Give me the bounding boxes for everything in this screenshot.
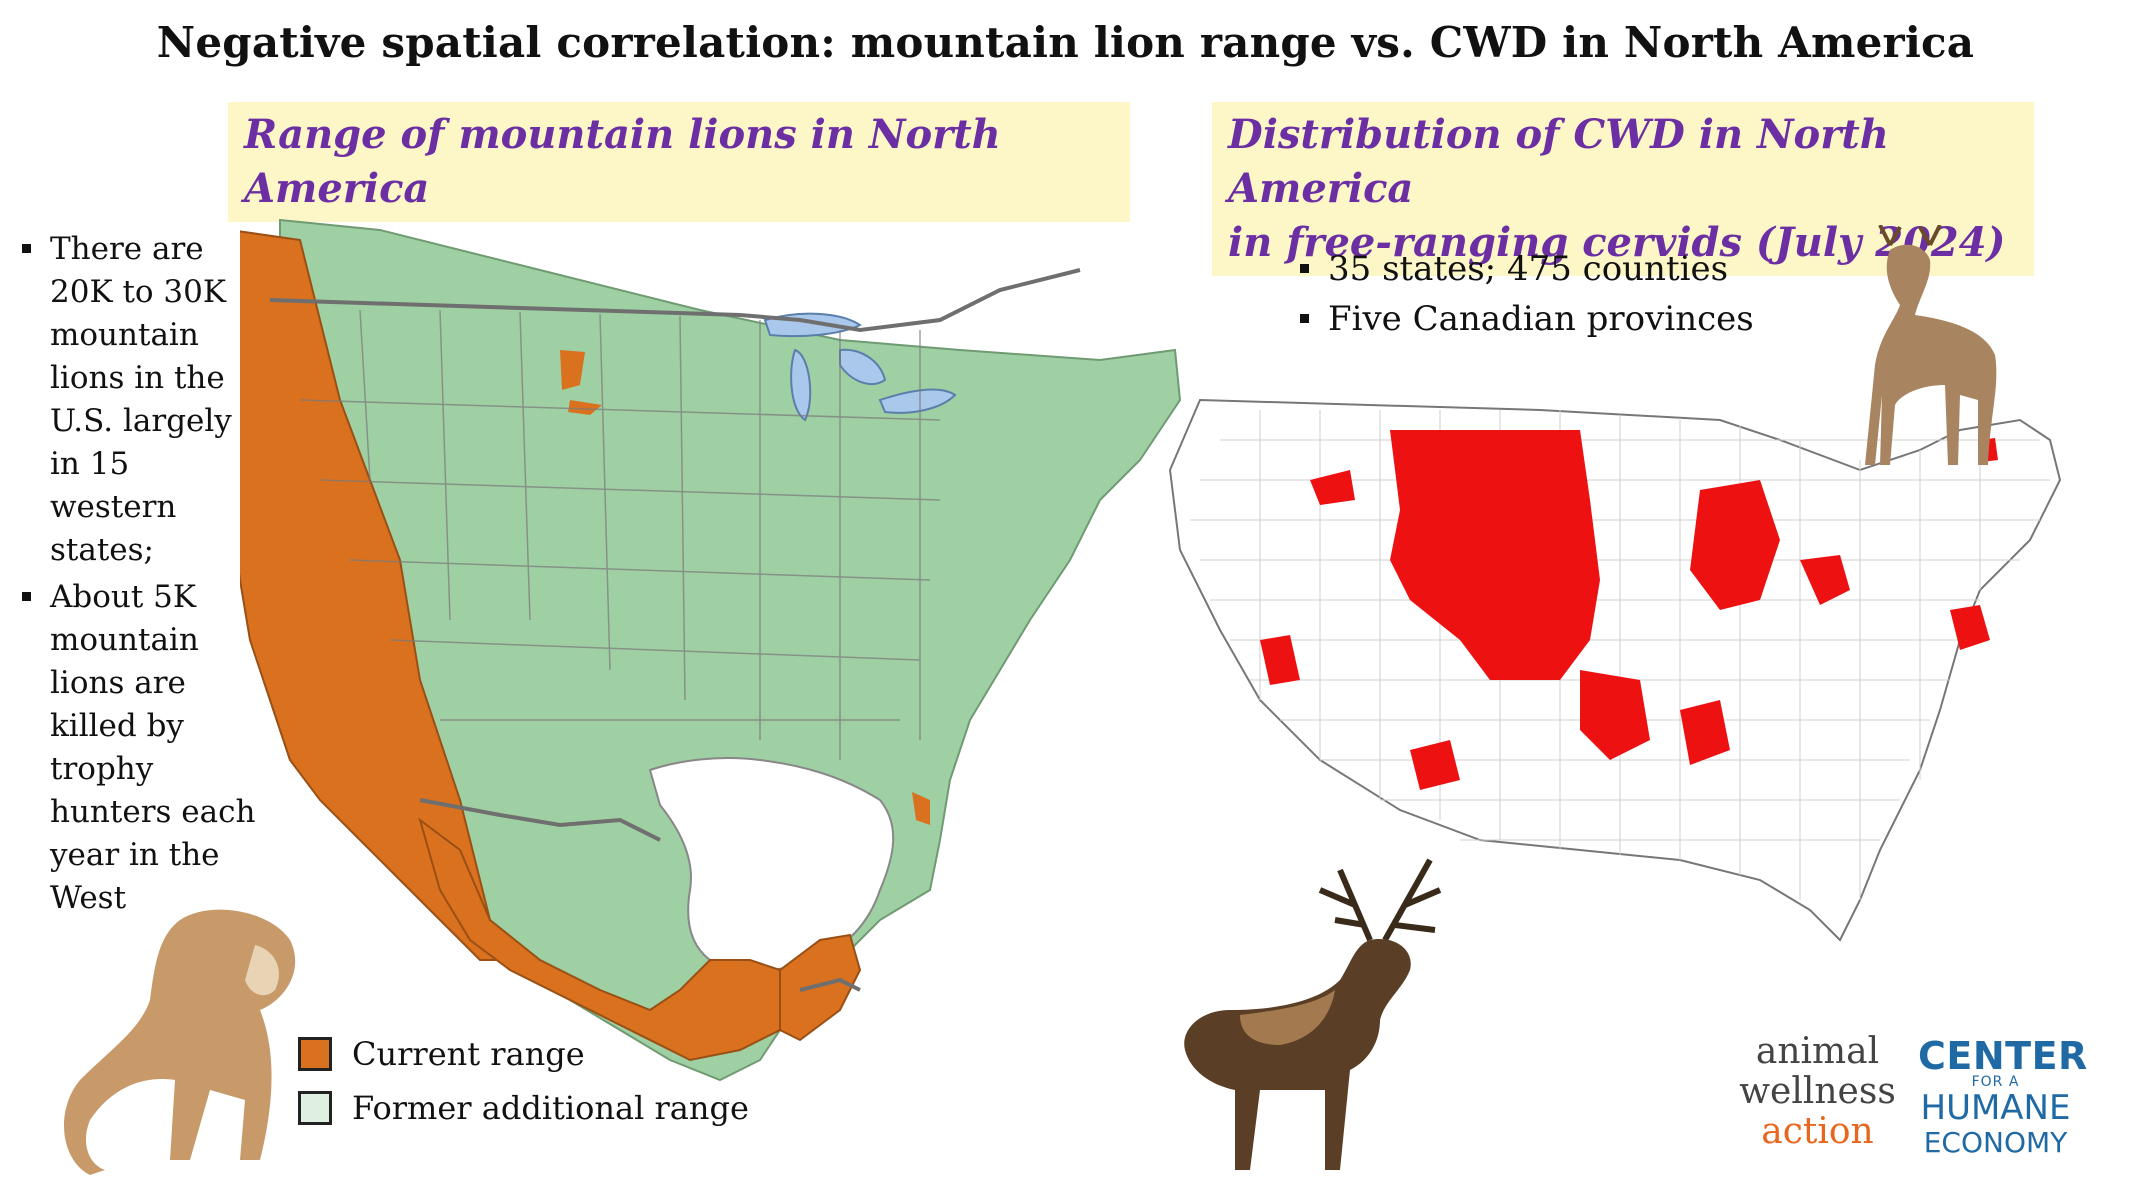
legend-label: Current range [352,1035,585,1073]
mountain-lion-range-map [240,218,1182,1082]
logo-text: animal [1755,1031,1880,1072]
state-borders [299,309,941,760]
logo-text: action [1761,1111,1874,1152]
fact-item: There are 20K to 30K mountain lions in t… [20,228,260,572]
national-borders [269,268,1081,992]
legend-current-range: Current range [298,1034,585,1074]
badlands-range [560,350,602,415]
legend-swatch-current [298,1037,332,1071]
logo-text: FOR A [1971,1074,2020,1090]
current-range-central-america [779,933,862,1042]
great-lakes [763,312,957,422]
page-title: Negative spatial correlation: mountain l… [156,18,1975,67]
mountain-lion-icon [63,909,296,1175]
legend-former-range: Former additional range [298,1088,749,1128]
center-for-humane-economy-logo: CENTER FOR A HUMANE ECONOMY [1918,1034,2088,1160]
right-heading-line-2: in free-ranging cervids (July 2024) [1228,219,2006,266]
deer-icon [1865,225,1997,465]
florida-panther-range [912,792,930,825]
gulf-of-mexico [648,757,895,971]
cwd-affected-counties [1260,430,1998,790]
left-panel-heading: Range of mountain lions in North America [228,102,1130,222]
logo-text: wellness [1739,1071,1896,1112]
legend-swatch-former [298,1091,332,1125]
elk-icon [1184,858,1442,1170]
cwd-facts: 35 states; 475 counties Five Canadian pr… [1298,244,1858,344]
mountain-lion-facts: There are 20K to 30K mountain lions in t… [20,228,260,924]
fact-item: Five Canadian provinces [1298,294,1858,344]
animal-wellness-action-logo: animal wellness action [1725,1032,1910,1152]
logo-text: ECONOMY [1923,1126,2068,1159]
logo-text: HUMANE [1920,1088,2071,1128]
cwd-distribution-map [1168,398,2062,942]
right-heading-line-1: Distribution of CWD in North America [1228,111,1889,212]
fact-item: 35 states; 475 counties [1298,244,1858,294]
logo-text: CENTER [1918,1034,2088,1078]
fact-item: About 5K mountain lions are killed by tr… [20,576,260,920]
legend-label: Former additional range [352,1089,749,1127]
